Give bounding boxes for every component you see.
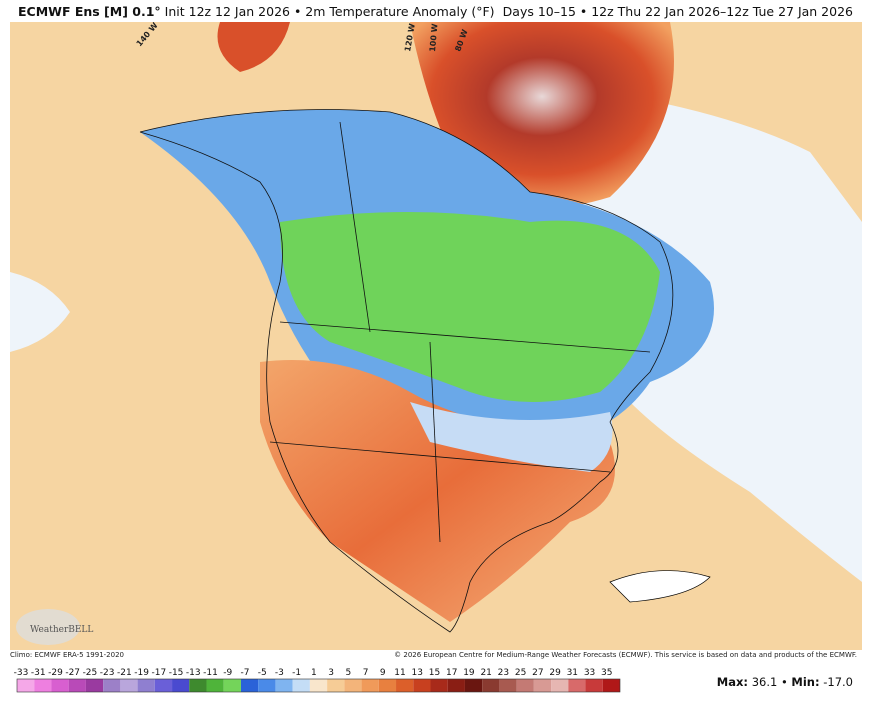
colorbar-label: 15 [429,668,440,678]
colorbar-label: 19 [463,668,475,678]
title: Init 12z 12 Jan 2026 • 2m Temperature An… [164,4,495,19]
colorbar-label: 5 [345,668,351,678]
colorbar-label: -19 [134,668,149,678]
colorbar-label: -25 [83,668,98,678]
colorbar-label: -3 [275,668,284,678]
colorbar-label: 31 [567,668,578,678]
colorbar-label: -17 [151,668,166,678]
colorbar-box [258,679,276,692]
climo: Climo: ECMWF ERA-5 1991-2020 [10,651,124,659]
colorbar-frame [16,678,621,693]
colorbar-box [413,679,431,692]
colorbar-label: -33 [14,668,29,678]
colorbar-label: 13 [412,668,423,678]
colorbar-box [51,679,69,692]
colorbar-box [68,679,86,692]
colorbar-label: 17 [446,668,457,678]
colorbar-label: -15 [169,668,184,678]
colorbar-label: -27 [65,668,80,678]
colorbar-label: -11 [203,668,218,678]
colorbar-label: 9 [380,668,386,678]
colorbar-box [223,679,241,692]
colorbar-box [206,679,224,692]
colorbar-box [361,679,379,692]
max-label: Max: [716,675,749,689]
colorbar-box [240,679,259,692]
pacific-anomaly [10,272,70,352]
copyright: © 2026 European Centre for Medium-Range … [394,651,857,659]
colorbar-box [103,679,121,692]
colorbar-box [344,679,362,692]
colorbar-label: 11 [394,668,405,678]
colorbar-box [516,679,534,692]
colorbar-label: 21 [480,668,491,678]
colorbar-label: 23 [498,668,509,678]
map: 140 W 120 W 100 W 80 W WeatherBELL [10,22,862,650]
colorbar-box [602,679,620,692]
colorbar-label: -23 [100,668,115,678]
colorbar-label: 7 [363,668,369,678]
colorbar-box [309,679,328,692]
stats: Max: 36.1 • Min: -17.0 [716,675,853,689]
lon-label: 100 W [428,23,439,52]
min-value: -17.0 [823,675,853,689]
colorbar-box [172,679,190,692]
colorbar-box [292,679,310,692]
colorbar-label: 1 [311,668,317,678]
colorbar-box [34,679,52,692]
cool-plains [410,402,613,472]
colorbar-box [396,679,414,692]
colorbar-box [585,679,603,692]
colorbar-box [154,679,173,692]
colorbar-box [430,679,448,692]
colorbar-label: -1 [292,668,301,678]
min-label: Min: [791,675,820,689]
colorbar-box [447,679,465,692]
colorbar-label: 29 [549,668,561,678]
colorbar-label: -31 [31,668,46,678]
colorbar-label: -9 [223,668,232,678]
coastlines [139,109,674,633]
logo-badge [16,609,80,645]
colorbar: -33 -31 -29 -27 -25 -23 -21 -19 -17 -15 -13 -11 -9 -7… [14,668,621,693]
colorbar-box [275,679,293,692]
colorbar-label: 3 [328,668,334,678]
colorbar-label: -5 [258,668,267,678]
colorbar-label: 25 [515,668,526,678]
colorbar-box [120,679,138,692]
colorbar-box [568,679,586,692]
colorbar-box [327,679,345,692]
colorbar-label: -7 [240,668,249,678]
colorbar-label: -29 [48,668,63,678]
colorbar-box [378,679,397,692]
colorbar-box [551,679,569,692]
cold-core [280,212,660,402]
caribbean-islands [609,570,711,603]
max-value: 36.1 [751,675,778,689]
colorbar-box [85,679,104,692]
colorbar-label: 35 [601,668,612,678]
colorbar-box [17,679,35,692]
siberia-warm [217,22,290,72]
model: ECMWF Ens [M] 0.1° [18,4,161,19]
logo: WeatherBELL [30,625,93,635]
colorbar-box [482,679,500,692]
colorbar-box [533,679,552,692]
colorbar-label: -13 [186,668,201,678]
colorbar-box [464,679,483,692]
colorbar-box [189,679,207,692]
colorbar-label: -21 [117,668,132,678]
colorbar-box [137,679,155,692]
colorbar-label: 27 [532,668,543,678]
colorbar-label: 33 [584,668,595,678]
header-left: ECMWF Ens [M] 0.1° Init 12z 12 Jan 2026 … [18,4,495,19]
colorbar-box [499,679,517,692]
period: Days 10–15 • 12z Thu 22 Jan 2026–12z Tue… [502,4,853,19]
